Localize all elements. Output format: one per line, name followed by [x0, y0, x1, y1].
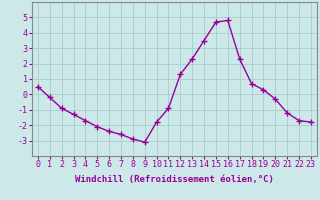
X-axis label: Windchill (Refroidissement éolien,°C): Windchill (Refroidissement éolien,°C): [75, 175, 274, 184]
